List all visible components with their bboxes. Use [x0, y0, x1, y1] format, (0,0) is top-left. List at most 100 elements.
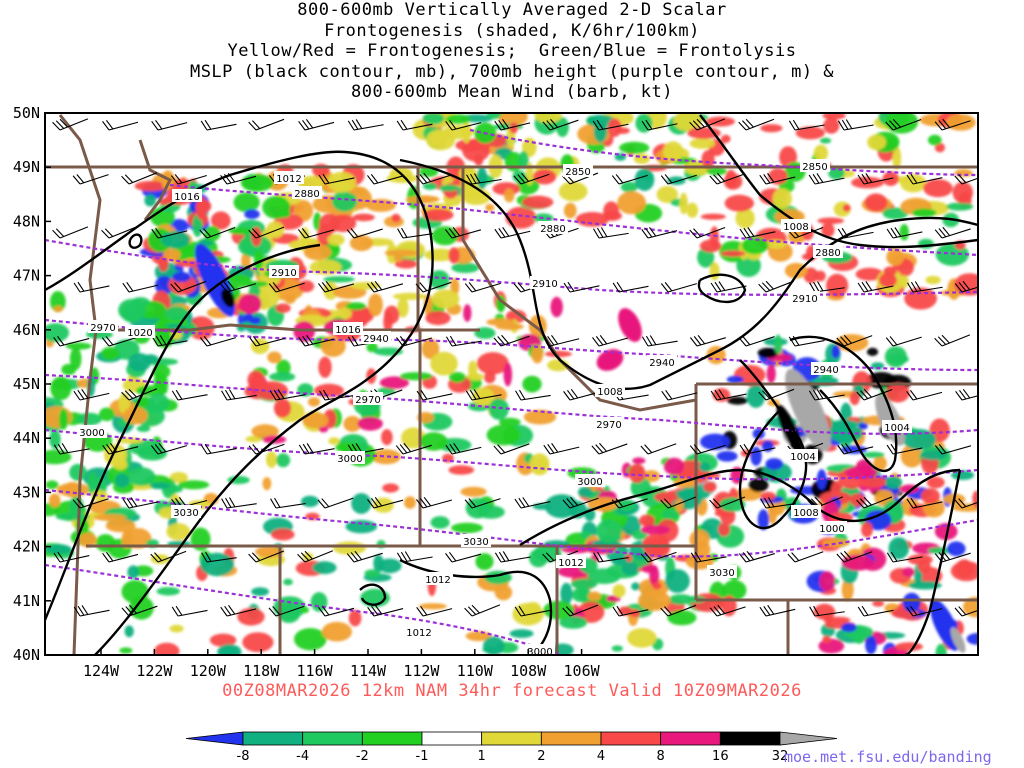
- lat-tick-label: 40N: [13, 646, 40, 664]
- frontogenesis-cell: [522, 195, 554, 209]
- frontogenesis-cell: [700, 213, 726, 220]
- frontogenesis-cell: [251, 226, 262, 247]
- frontogenesis-cell: [209, 633, 237, 647]
- wind-barb: [690, 551, 727, 563]
- frontogenesis-cell: [531, 345, 544, 364]
- frontogenesis-cell: [486, 113, 502, 120]
- frontogenesis-cell: [855, 267, 884, 281]
- wind-barb: [151, 335, 188, 347]
- wind-barb: [199, 226, 236, 239]
- frontogenesis-cell: [882, 207, 909, 220]
- frontogenesis-cell: [323, 276, 355, 283]
- frontogenesis-cell: [902, 567, 915, 577]
- frontogenesis-cell: [560, 582, 573, 605]
- frontogenesis-cell: [76, 412, 102, 426]
- wind-barb: [53, 551, 90, 563]
- frontogenesis-cell: [349, 235, 373, 252]
- frontogenesis-cell: [50, 376, 72, 401]
- wind-barb: [396, 336, 433, 347]
- wind-barb: [346, 228, 383, 239]
- wind-barb: [53, 335, 90, 347]
- lon-tick-label: 106W: [564, 662, 601, 680]
- frontogenesis-cell: [271, 528, 295, 541]
- wind-barb: [493, 443, 530, 455]
- wind-barb: [150, 442, 187, 455]
- frontogenesis-cell: [348, 609, 362, 627]
- wind-barb: [758, 280, 795, 293]
- wind-barb: [640, 551, 677, 563]
- wind-barb: [121, 388, 158, 401]
- frontogenesis-cell: [867, 134, 887, 151]
- frontogenesis-cell: [926, 476, 945, 489]
- frontogenesis-cell: [383, 311, 393, 333]
- frontogenesis-cell: [119, 647, 133, 654]
- colorbar-label: -1: [416, 749, 429, 764]
- wind-barb: [906, 281, 943, 293]
- frontogenesis-cell: [134, 180, 167, 192]
- frontogenesis-cell: [172, 271, 191, 283]
- frontogenesis-cell: [935, 643, 947, 655]
- frontogenesis-cell: [559, 616, 588, 629]
- frontogenesis-cell: [379, 376, 409, 390]
- frontogenesis-cell: [331, 190, 358, 212]
- wind-barb: [121, 604, 158, 617]
- wind-barb: [886, 551, 923, 563]
- height-contour-label: 2970: [90, 323, 115, 334]
- frontogenesis-cell: [485, 203, 495, 212]
- frontogenesis-cell: [455, 139, 485, 152]
- wind-barb: [593, 227, 629, 239]
- frontogenesis-cell: [333, 541, 366, 555]
- mslp-contour-label: 1000: [819, 524, 844, 535]
- mslp-contour-label: 1004: [884, 423, 909, 434]
- frontogenesis-cell: [845, 465, 878, 480]
- frontogenesis-cell: [118, 298, 146, 322]
- frontogenesis-cell: [888, 537, 910, 560]
- frontogenesis-cell: [818, 638, 845, 654]
- frontogenesis-cell: [661, 508, 679, 520]
- frontogenesis-cell: [908, 581, 942, 590]
- frontogenesis-cell: [305, 512, 320, 521]
- frontogenesis-cell: [251, 424, 279, 439]
- frontogenesis-cell: [899, 224, 909, 241]
- frontogenesis-cell: [178, 480, 210, 490]
- frontogenesis-cell: [448, 465, 475, 475]
- frontogenesis-cell: [50, 291, 66, 313]
- frontogenesis-cell: [166, 523, 191, 541]
- frontogenesis-cell: [155, 275, 174, 295]
- wind-barb: [201, 551, 237, 563]
- frontogenesis-cell: [841, 622, 857, 633]
- frontogenesis-cell: [237, 608, 265, 626]
- frontogenesis-cell: [327, 233, 345, 246]
- frontogenesis-cell: [69, 463, 87, 481]
- colorbar-swatch: [719, 731, 781, 746]
- frontogenesis-cell: [631, 582, 641, 591]
- frontogenesis-cell: [849, 391, 860, 406]
- frontogenesis-cell: [757, 347, 779, 359]
- colorbar-label: -4: [296, 749, 309, 764]
- wind-barb: [562, 496, 599, 509]
- height-contour-label: 3000: [337, 454, 362, 465]
- frontogenesis-cell: [164, 306, 189, 321]
- frontogenesis-cell: [679, 192, 688, 215]
- wind-barb: [346, 550, 383, 563]
- frontogenesis-cell: [629, 609, 641, 618]
- wind-barb: [150, 550, 187, 563]
- frontogenesis-cell: [667, 610, 697, 626]
- frontogenesis-cell: [950, 561, 978, 582]
- frontogenesis-cell: [366, 342, 378, 353]
- height-contour-label: 2940: [813, 365, 838, 376]
- frontogenesis-cell: [571, 578, 598, 590]
- frontogenesis-cell: [534, 113, 562, 124]
- wind-barb: [660, 496, 697, 509]
- wind-barb: [445, 552, 482, 563]
- frontogenesis-cell: [48, 493, 61, 508]
- frontogenesis-cell: [475, 553, 494, 571]
- frontogenesis-cell: [445, 114, 471, 124]
- frontogenesis-cell: [336, 307, 352, 320]
- frontogenesis-cell: [642, 470, 660, 483]
- frontogenesis-cell: [397, 297, 409, 318]
- wind-barb: [317, 497, 354, 509]
- frontogenesis-cell: [343, 415, 362, 432]
- wind-barb: [122, 281, 159, 293]
- wind-barb: [319, 389, 355, 401]
